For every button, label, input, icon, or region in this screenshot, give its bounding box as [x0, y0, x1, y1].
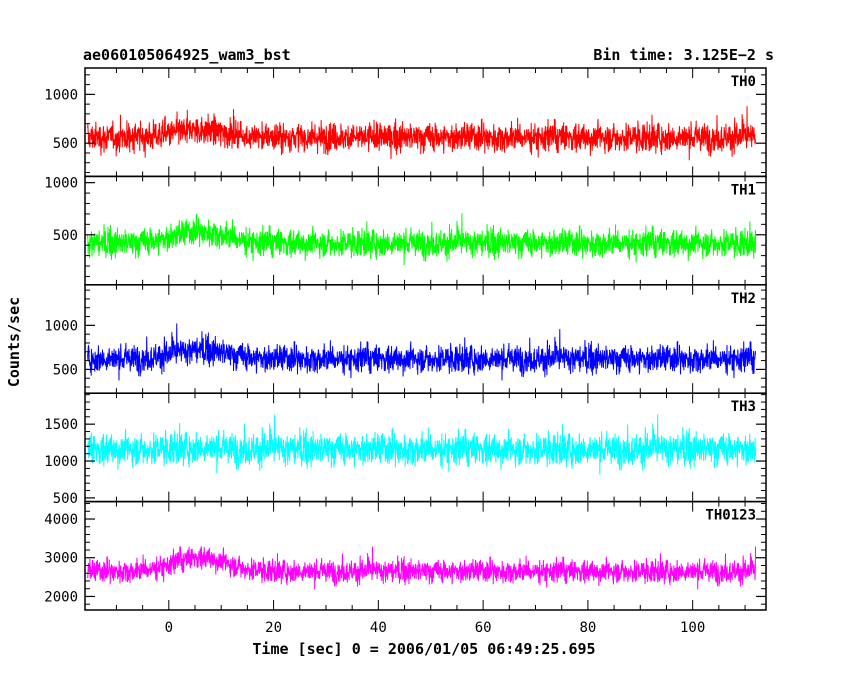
series-th0123: [87, 546, 757, 590]
y-tick-label: 1500: [44, 417, 78, 433]
y-tick-label: 500: [53, 136, 78, 152]
y-tick-label: 4000: [44, 512, 78, 528]
series-th3: [87, 414, 757, 475]
panel-label: TH3: [731, 399, 756, 415]
x-tick-label: 60: [475, 620, 492, 636]
panel-th1: 500 1000 TH1: [44, 175, 767, 286]
y-tick-label: 500: [53, 362, 78, 378]
y-tick-label: 1000: [44, 87, 78, 103]
x-tick-label: 0: [165, 620, 173, 636]
y-tick-label: 1000: [44, 318, 78, 334]
panels-group: 500 1000 TH0 500 1000 TH1 500 1000 TH2 500 1000 150…: [44, 67, 767, 611]
y-tick-label: 3000: [44, 551, 78, 567]
x-tick-label: 80: [579, 620, 596, 636]
y-tick-label: 1000: [44, 454, 78, 470]
panel-label: TH0: [731, 74, 756, 90]
y-axis-label: Counts/sec: [5, 297, 23, 387]
panel-th0: 500 1000 TH0: [44, 67, 767, 178]
figure-title: ae060105064925_wam3_bst: [83, 46, 291, 64]
y-tick-label: 1000: [44, 176, 78, 192]
panel-label: TH0123: [705, 508, 756, 524]
x-tick-label: 100: [680, 620, 705, 636]
panel-th3: 500 1000 1500 TH3: [44, 392, 767, 507]
y-tick-label: 2000: [44, 589, 78, 605]
panel-label: TH2: [731, 291, 756, 307]
series-th0: [87, 106, 757, 161]
y-tick-label: 500: [53, 491, 78, 507]
panel-th0123: 2000 3000 4000 TH0123: [44, 500, 767, 611]
x-tick-label: 40: [370, 620, 387, 636]
panel-frame: [84, 500, 767, 611]
y-tick-label: 500: [53, 228, 78, 244]
series-th1: [87, 213, 757, 265]
series-th2: [87, 323, 757, 381]
panel-th2: 500 1000 TH2: [44, 284, 767, 394]
panel-label: TH1: [731, 182, 756, 198]
bin-time-label: Bin time: 3.125E−2 s: [593, 46, 774, 64]
x-axis-label: Time [sec] 0 = 2006/01/05 06:49:25.695: [252, 640, 595, 658]
x-axis: 0 20 40 60 80 100: [165, 620, 706, 636]
x-tick-label: 20: [265, 620, 282, 636]
panel-frame: [84, 284, 767, 394]
